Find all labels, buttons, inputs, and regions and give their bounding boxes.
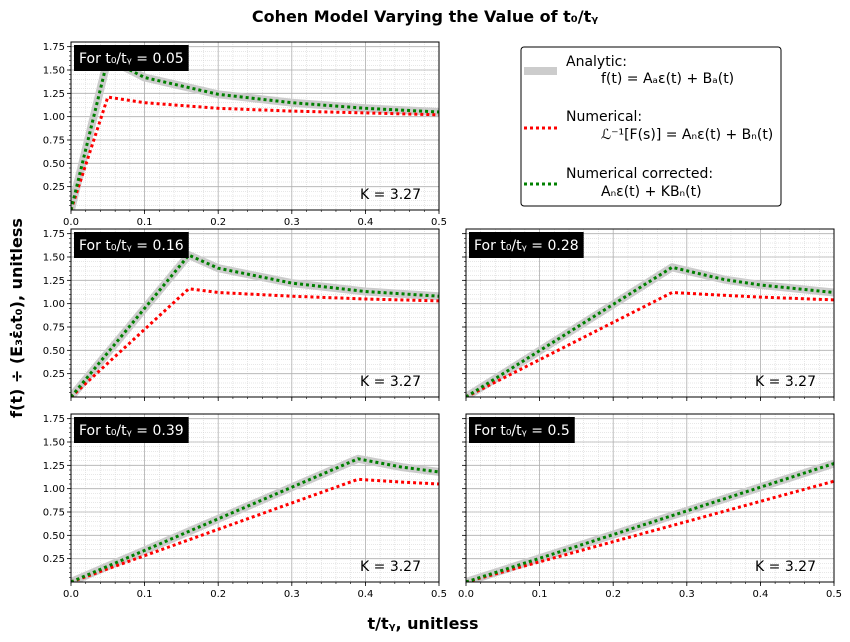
legend-frame <box>520 46 782 207</box>
subplot: 0.0 0.1 0.2 0.3 0.4 0.5 For t₀/tᵧ = 0.5 K = 3.2… <box>458 413 842 600</box>
panel-label: For t₀/tᵧ = 0.28 <box>474 238 579 254</box>
subplot: 0.25 0.50 0.75 1.00 1.25 1.50 1.75 For t₀/tᵧ = … <box>43 228 440 401</box>
k-value-label: K = 3.27 <box>360 187 421 203</box>
y-tick-label: 1.00 <box>43 484 65 495</box>
series-line-corrected <box>466 462 834 582</box>
subplot: For t₀/tᵧ = 0.28 K = 3.27 <box>462 228 835 401</box>
legend-label-analytic: Analytic: <box>566 54 627 70</box>
y-tick-label: 1.75 <box>43 414 65 425</box>
y-tick-label: 0.50 <box>43 531 65 542</box>
y-tick-label: 0.75 <box>43 508 65 519</box>
y-tick-label: 1.75 <box>43 42 65 53</box>
y-tick-label: 0.75 <box>43 323 65 334</box>
y-tick-label: 1.50 <box>43 253 65 264</box>
y-tick-label: 0.50 <box>43 346 65 357</box>
x-tick-label: 0.0 <box>458 589 474 600</box>
k-value-label: K = 3.27 <box>360 559 421 575</box>
series-line-corrected <box>466 265 834 397</box>
x-tick-label: 0.0 <box>63 217 79 228</box>
figure-title: Cohen Model Varying the Value of t₀/tᵧ <box>252 7 598 26</box>
x-axis-label: t/tᵧ, unitless <box>368 614 479 633</box>
k-value-label: K = 3.27 <box>360 374 421 390</box>
legend-formula-analytic: f(t) = Aₐε(t) + Bₐ(t) <box>601 71 734 87</box>
y-tick-label: 1.25 <box>43 276 65 287</box>
x-tick-label: 0.5 <box>431 217 447 228</box>
x-tick-label: 0.3 <box>284 589 300 600</box>
series-line-corrected <box>71 57 439 210</box>
subplot: 0.0 0.1 0.2 0.3 0.4 0.5 0.25 0.50 0.75 1.00 1.25 1.… <box>43 41 447 228</box>
series-line-numerical <box>71 477 439 582</box>
y-tick-label: 0.50 <box>43 159 65 170</box>
x-tick-label: 0.0 <box>63 589 79 600</box>
x-tick-label: 0.4 <box>752 589 768 600</box>
panel-label-box <box>74 232 189 258</box>
panel-label: For t₀/tᵧ = 0.05 <box>79 51 184 67</box>
series-line-corrected <box>71 457 439 582</box>
x-tick-label: 0.1 <box>137 589 153 600</box>
series-line-corrected <box>71 253 439 397</box>
y-tick-label: 1.50 <box>43 66 65 77</box>
panel-label-box <box>469 232 584 258</box>
x-tick-label: 0.5 <box>431 589 447 600</box>
x-tick-label: 0.4 <box>357 589 373 600</box>
x-tick-label: 0.5 <box>826 589 842 600</box>
x-tick-label: 0.1 <box>532 589 548 600</box>
panel-label-box <box>469 417 575 443</box>
series-line-numerical <box>71 95 439 210</box>
series-line-numerical <box>466 291 834 397</box>
legend-label-corrected: Numerical corrected: <box>566 166 713 182</box>
panel-label: For t₀/tᵧ = 0.5 <box>474 423 570 439</box>
subplots: 0.0 0.1 0.2 0.3 0.4 0.5 0.25 0.50 0.75 1.00 1.25 1.… <box>43 41 842 600</box>
x-tick-label: 0.3 <box>284 217 300 228</box>
y-tick-label: 1.00 <box>43 299 65 310</box>
x-tick-label: 0.2 <box>210 217 226 228</box>
series-line-numerical <box>71 287 439 397</box>
panel-label: For t₀/tᵧ = 0.16 <box>79 238 184 254</box>
x-tick-label: 0.2 <box>210 589 226 600</box>
y-tick-label: 1.25 <box>43 89 65 100</box>
legend-label-numerical: Numerical: <box>566 109 642 125</box>
panel-label-box <box>74 417 189 443</box>
subplot: 0.0 0.1 0.2 0.3 0.4 0.5 0.25 0.50 0.75 1.00 1.25 1.… <box>43 413 447 600</box>
k-value-label: K = 3.27 <box>755 559 816 575</box>
y-tick-label: 1.50 <box>43 438 65 449</box>
legend: Analytic: f(t) = Aₐε(t) + Bₐ(t) Numerica… <box>520 46 782 207</box>
y-tick-label: 0.75 <box>43 136 65 147</box>
legend-formula-corrected: Aₙε(t) + KBₙ(t) <box>601 184 702 200</box>
y-tick-label: 1.25 <box>43 461 65 472</box>
y-tick-label: 0.25 <box>43 182 65 193</box>
y-tick-label: 0.25 <box>43 369 65 380</box>
x-tick-label: 0.4 <box>357 217 373 228</box>
y-axis-label: f(t) ÷ (E₃ε̇₀t₀), unitless <box>7 218 26 418</box>
k-value-label: K = 3.27 <box>755 374 816 390</box>
legend-formula-numerical: ℒ⁻¹[F(s)] = Aₙε(t) + Bₙ(t) <box>601 127 773 143</box>
y-tick-label: 1.75 <box>43 229 65 240</box>
x-tick-label: 0.1 <box>137 217 153 228</box>
x-tick-label: 0.3 <box>679 589 695 600</box>
panel-label: For t₀/tᵧ = 0.39 <box>79 423 184 439</box>
y-tick-label: 0.25 <box>43 554 65 565</box>
y-tick-label: 1.00 <box>43 112 65 123</box>
x-tick-label: 0.2 <box>605 589 621 600</box>
panel-label-box <box>74 45 189 71</box>
